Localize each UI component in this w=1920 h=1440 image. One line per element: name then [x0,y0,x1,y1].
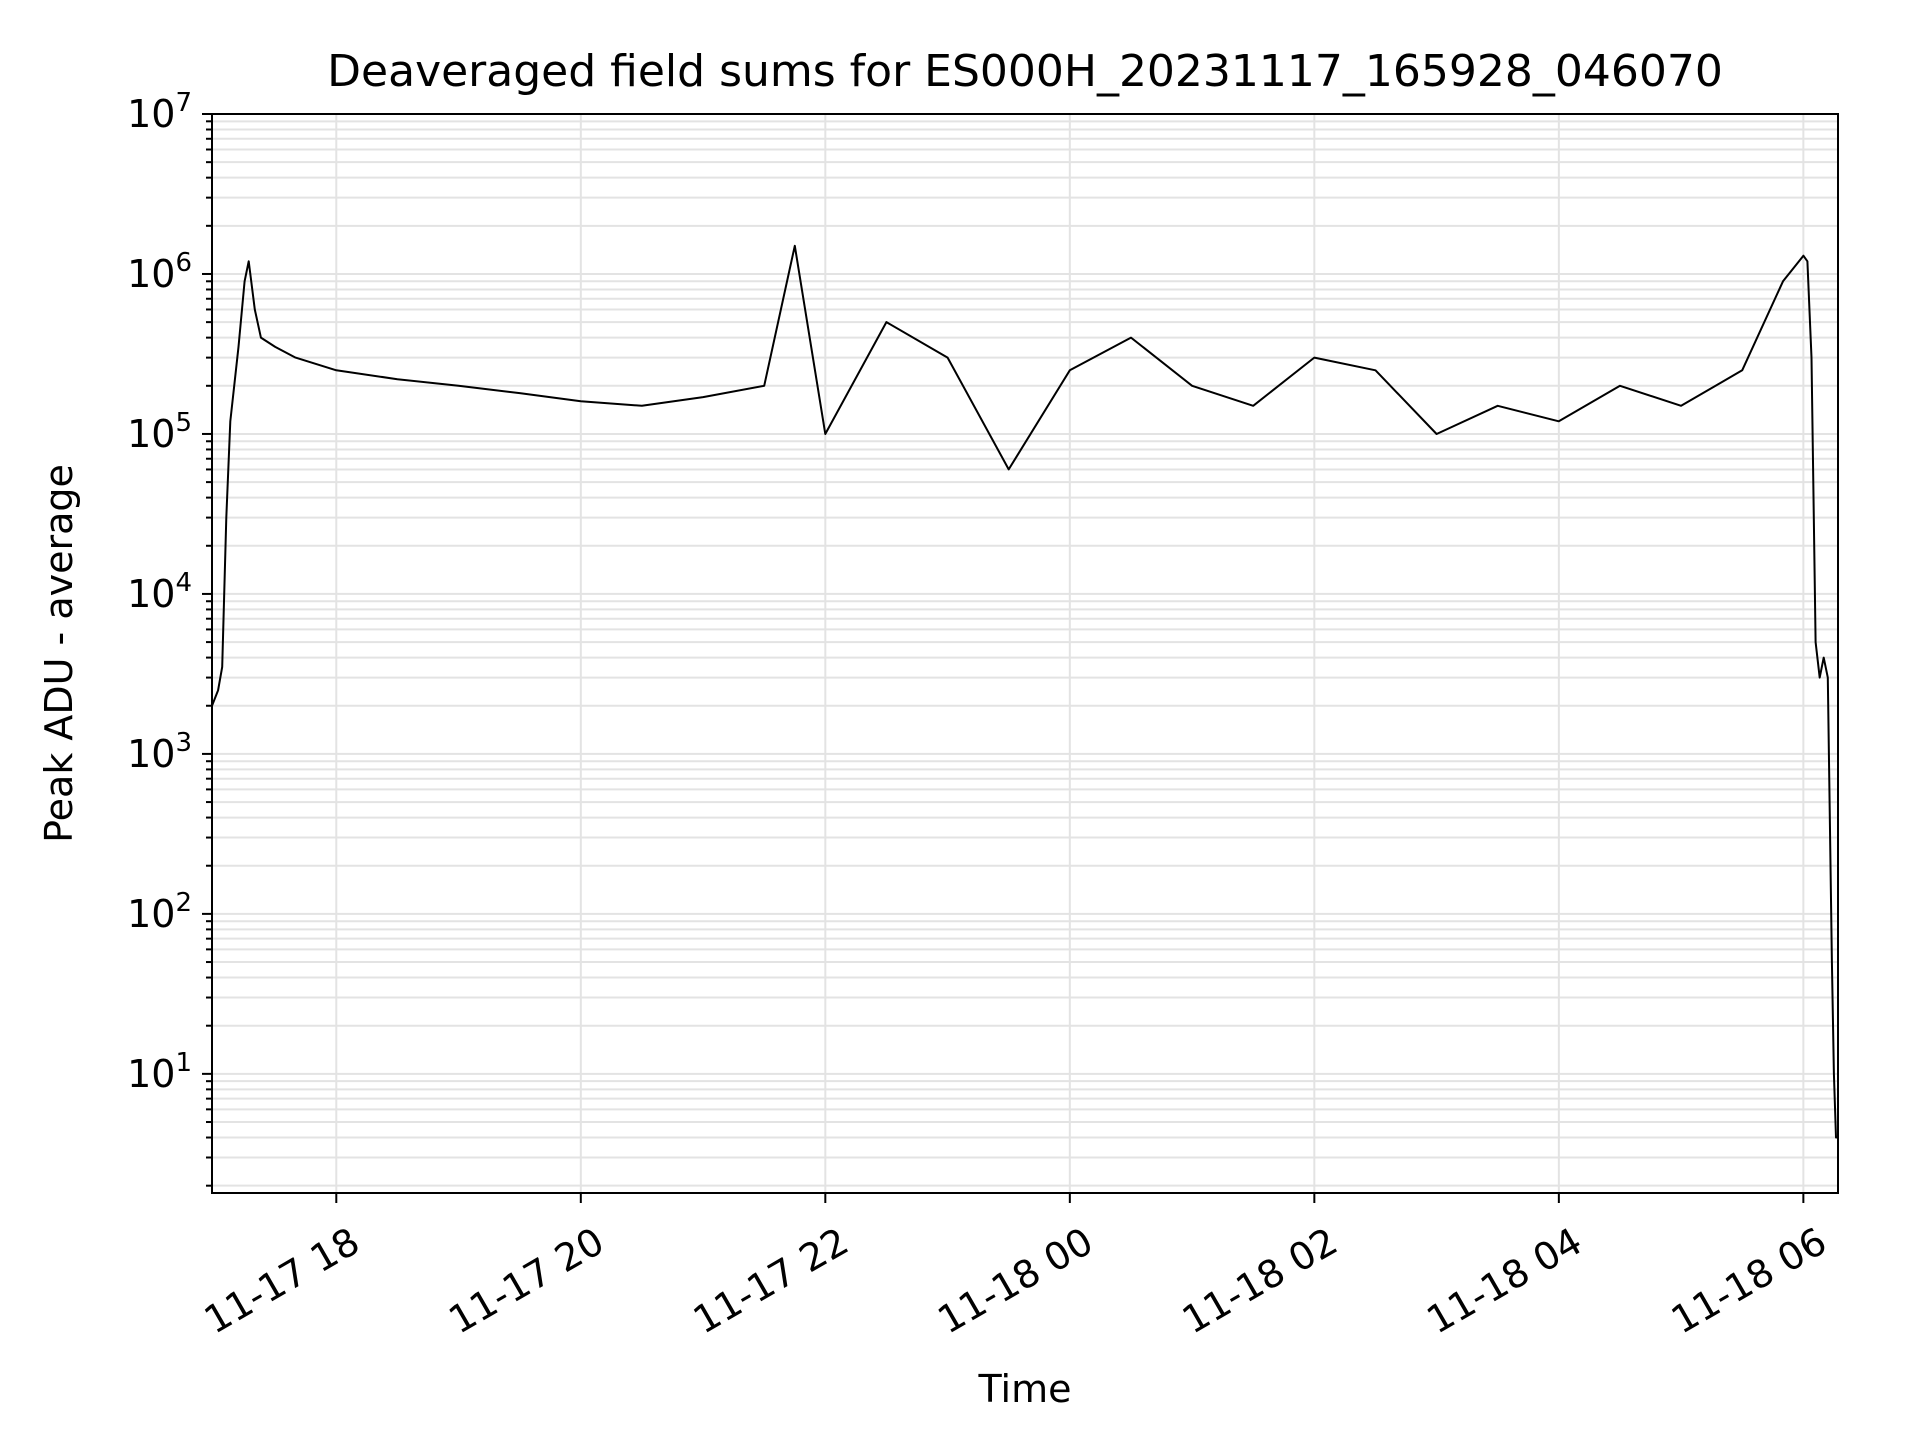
series-layer [211,244,1838,1139]
y-tick-label: 107 [127,88,192,136]
x-tick-label: 11-17 22 [686,1219,856,1343]
grid-lines [212,113,1838,1193]
plot-frame [211,113,1839,1194]
y-tick-label: 105 [127,408,192,456]
x-tick-label: 11-18 02 [1175,1219,1345,1343]
x-tick-label: 11-18 00 [930,1219,1100,1343]
y-tick-label: 106 [127,248,192,296]
y-tick-label: 103 [127,728,192,776]
x-tick-label: 11-17 18 [197,1219,367,1343]
chart-title: Deaveraged field sums for ES000H_2023111… [327,46,1723,97]
x-tick-label: 11-18 06 [1664,1219,1834,1343]
ticks-layer: 101 102 103 104 105 106 107 11-17 18 11-17 20 11-… [127,88,1834,1342]
y-tick-label: 104 [127,568,192,616]
x-tick-label: 11-18 04 [1419,1219,1589,1343]
y-tick-label: 102 [127,888,192,936]
y-axis-label: Peak ADU - average [37,464,81,843]
x-tick-label: 11-17 20 [441,1219,611,1343]
series-line [211,244,1838,1139]
x-axis-label: Time [978,1367,1072,1411]
y-tick-label: 101 [127,1048,192,1096]
